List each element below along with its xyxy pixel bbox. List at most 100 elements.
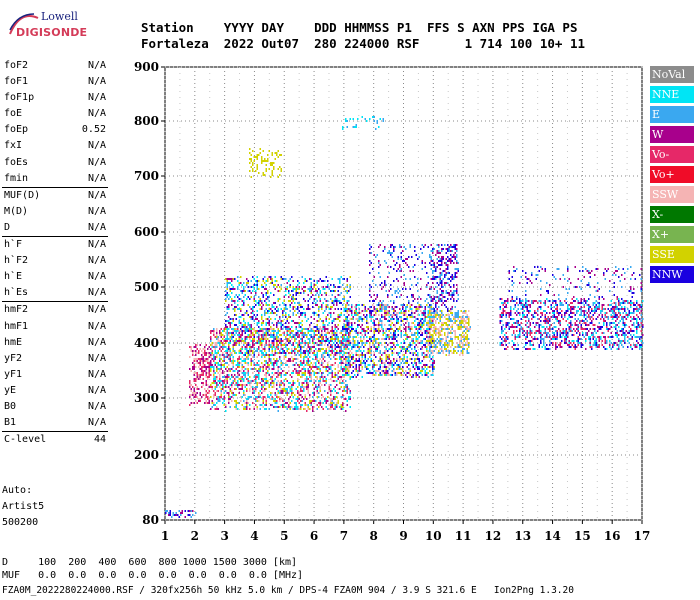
echo-point — [241, 304, 243, 306]
echo-point — [276, 322, 278, 324]
echo-point — [213, 378, 215, 380]
echo-point — [244, 338, 246, 340]
echo-point — [309, 360, 311, 362]
echo-point — [307, 368, 309, 370]
echo-point — [270, 376, 272, 378]
echo-point — [411, 334, 413, 336]
echo-point — [295, 298, 297, 300]
echo-point — [316, 326, 318, 328]
echo-point — [342, 342, 344, 344]
echo-point — [340, 406, 342, 408]
echo-point — [208, 386, 210, 388]
echo-point — [283, 310, 285, 312]
echo-point — [297, 352, 299, 354]
echo-point — [210, 360, 212, 362]
echo-point — [225, 328, 227, 330]
echo-point — [382, 308, 384, 310]
echo-point — [277, 284, 279, 286]
echo-point — [318, 294, 320, 296]
logo-arc-icon — [9, 13, 39, 35]
echo-point — [312, 364, 314, 366]
echo-point — [291, 376, 293, 378]
echo-point — [285, 288, 287, 290]
echo-point — [322, 324, 324, 326]
echo-point — [223, 372, 225, 374]
echo-point — [306, 362, 308, 364]
echo-point — [370, 372, 372, 374]
echo-point — [288, 334, 290, 336]
echo-point — [307, 330, 309, 332]
echo-point — [279, 342, 281, 344]
echo-point — [276, 364, 278, 366]
echo-point — [279, 374, 281, 376]
echo-point — [325, 286, 327, 288]
echo-point — [240, 358, 242, 360]
echo-point — [199, 348, 201, 350]
echo-point — [193, 390, 195, 392]
echo-point — [258, 360, 260, 362]
echo-point — [381, 306, 383, 308]
echo-point — [231, 382, 233, 384]
echo-point — [339, 352, 341, 354]
echo-point — [232, 332, 234, 334]
echo-point — [273, 342, 275, 344]
echo-point — [316, 290, 318, 292]
echo-point — [301, 342, 303, 344]
echo-point — [337, 294, 339, 296]
echo-point — [247, 290, 249, 292]
echo-point — [321, 356, 323, 358]
echo-point — [193, 360, 195, 362]
echo-point — [288, 342, 290, 344]
echo-point — [429, 366, 431, 368]
echo-point — [229, 288, 231, 290]
echo-point — [324, 330, 326, 332]
echo-point — [205, 384, 207, 386]
echo-point — [333, 364, 335, 366]
echo-point — [340, 308, 342, 310]
echo-point — [226, 378, 228, 380]
echo-point — [262, 278, 264, 280]
echo-point — [369, 370, 371, 372]
echo-point — [193, 402, 195, 404]
echo-point — [297, 334, 299, 336]
echo-point — [235, 384, 237, 386]
echo-point — [265, 288, 267, 290]
echo-point — [243, 302, 245, 304]
echo-point — [225, 326, 227, 328]
auto-line: Auto: — [2, 485, 33, 496]
echo-point — [231, 352, 233, 354]
echo-point — [220, 388, 222, 390]
echo-point — [415, 336, 417, 338]
echo-point — [282, 314, 284, 316]
echo-point — [220, 394, 222, 396]
echo-point — [393, 364, 395, 366]
echo-point — [193, 378, 195, 380]
echo-point — [249, 390, 251, 392]
echo-point — [315, 386, 317, 388]
echo-point — [321, 338, 323, 340]
echo-point — [232, 334, 234, 336]
echo-point — [199, 374, 201, 376]
echo-point — [300, 322, 302, 324]
echo-point — [358, 350, 360, 352]
echo-point — [289, 360, 291, 362]
echo-point — [304, 404, 306, 406]
echo-point — [277, 290, 279, 292]
echo-point — [394, 374, 396, 376]
echo-point — [349, 310, 351, 312]
echo-point — [409, 346, 411, 348]
echo-point — [271, 372, 273, 374]
echo-point — [267, 328, 269, 330]
echo-point — [387, 310, 389, 312]
echo-point — [219, 398, 221, 400]
echo-point — [315, 400, 317, 402]
param-name: yF2 — [4, 352, 23, 364]
echo-point — [232, 376, 234, 378]
echo-point — [205, 370, 207, 372]
echo-point — [312, 370, 314, 372]
echo-point — [285, 406, 287, 408]
echo-point — [303, 336, 305, 338]
echo-point — [411, 358, 413, 360]
param-row: foF2 N/A — [2, 58, 108, 74]
echo-point — [255, 294, 257, 296]
